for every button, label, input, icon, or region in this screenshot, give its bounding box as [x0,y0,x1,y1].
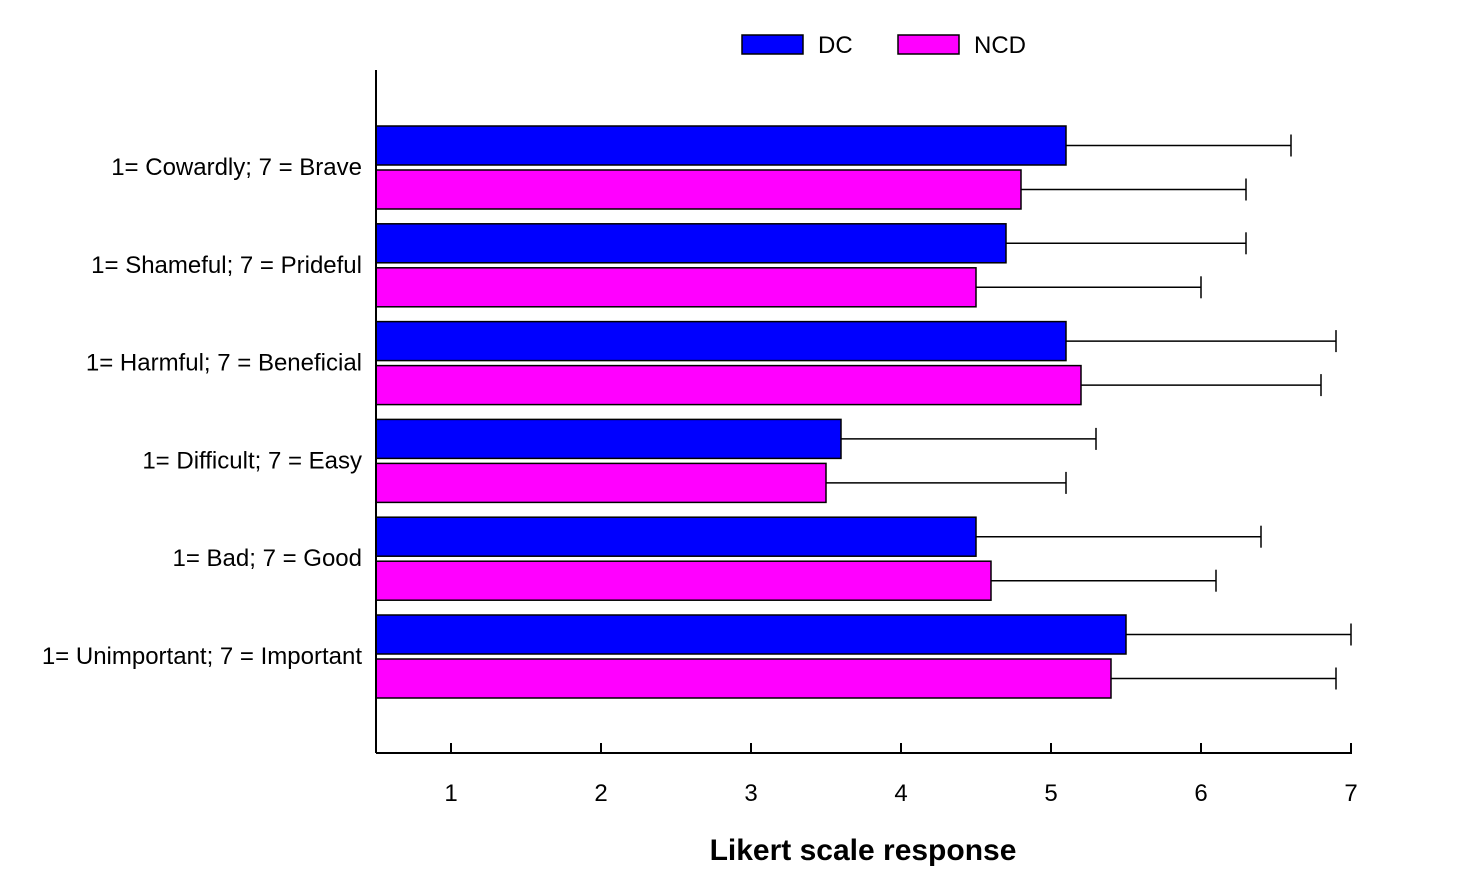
category-label-2: 1= Harmful; 7 = Beneficial [86,350,362,377]
x-tick-label-7: 7 [1344,780,1357,807]
error-bars-layer [826,134,1352,690]
bar-dc-5 [375,614,1127,655]
bar-ncd-3 [375,462,827,504]
bar-dc-0 [375,125,1067,166]
axes-layer [375,70,1352,754]
category-label-0: 1= Cowardly; 7 = Brave [111,154,362,181]
x-tick-label-2: 2 [594,780,607,807]
legend-label-dc: DC [818,32,853,59]
bar-dc-4 [375,516,977,557]
category-label-1: 1= Shameful; 7 = Prideful [91,252,362,279]
x-axis-title: Likert scale response [710,834,1017,867]
x-tick-label-4: 4 [894,780,907,807]
x-ticks: 1 2 3 4 5 6 7 [444,743,1358,807]
legend-swatch-ncd [897,34,960,55]
x-tick-label-5: 5 [1044,780,1057,807]
category-label-5: 1= Unimportant; 7 = Important [42,643,363,670]
category-labels: 1= Cowardly; 7 = Brave 1= Shameful; 7 = P… [42,154,363,670]
x-tick-label-3: 3 [744,780,757,807]
legend-swatch-dc [741,34,804,55]
bar-ncd-0 [375,169,1022,210]
bar-ncd-4 [375,560,992,601]
x-tick-label-1: 1 [444,780,457,807]
bar-dc-3 [375,418,842,460]
bar-dc-1 [375,223,1007,264]
legend: DC NCD [741,32,1026,59]
category-label-4: 1= Bad; 7 = Good [173,545,362,572]
legend-label-ncd: NCD [974,32,1026,59]
bar-ncd-1 [375,267,977,308]
x-tick-label-6: 6 [1194,780,1207,807]
bar-ncd-5 [375,658,1112,699]
category-label-3: 1= Difficult; 7 = Easy [142,447,362,474]
bar-dc-2 [375,320,1067,362]
bars-layer [375,125,1127,699]
bar-ncd-2 [375,364,1082,406]
